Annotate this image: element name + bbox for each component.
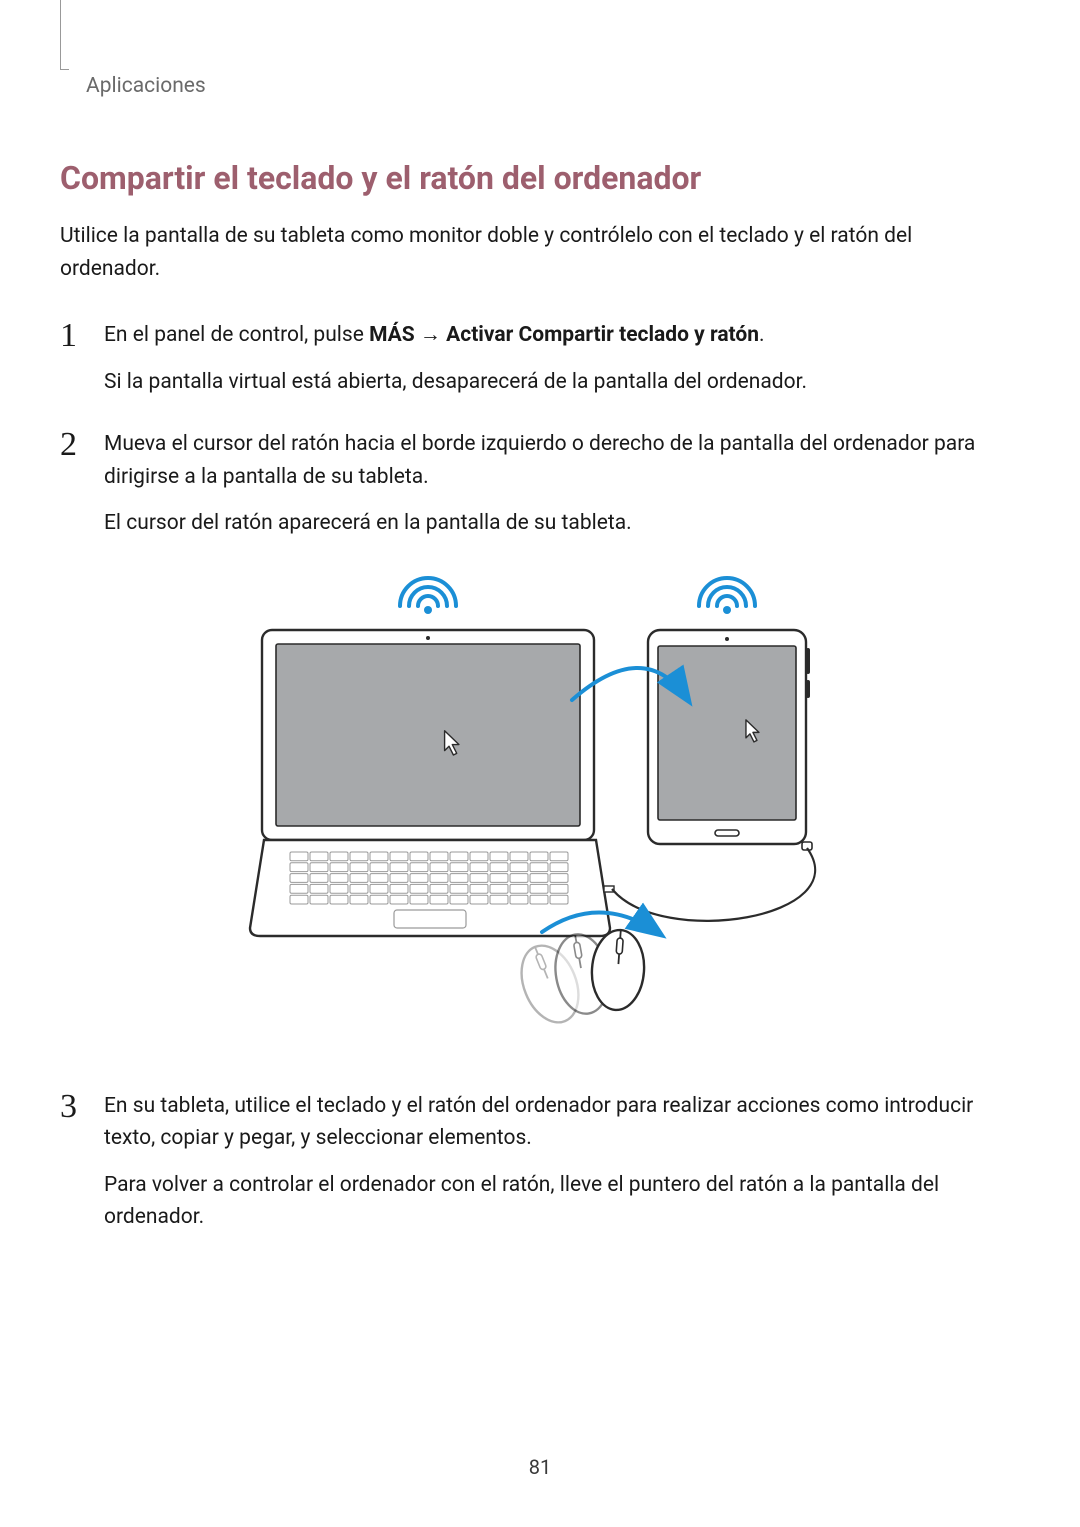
step-number: 2 xyxy=(60,428,104,462)
intro-text: Utilice la pantalla de su tableta como m… xyxy=(60,220,1000,285)
step-2: 2 Mueva el cursor del ratón hacia el bor… xyxy=(60,428,1000,540)
laptop-tablet-illustration-icon xyxy=(230,570,830,1050)
page-number: 81 xyxy=(0,1455,1080,1479)
step-line: En el panel de control, pulse MÁS → Acti… xyxy=(104,319,1000,352)
step-line: Si la pantalla virtual está abierta, des… xyxy=(104,366,1000,399)
step-body: En su tableta, utilice el teclado y el r… xyxy=(104,1090,1000,1234)
step-number: 1 xyxy=(60,319,104,353)
manual-page: Aplicaciones Compartir el teclado y el r… xyxy=(0,0,1080,1527)
step-body: Mueva el cursor del ratón hacia el borde… xyxy=(104,428,1000,540)
step-line: Para volver a controlar el ordenador con… xyxy=(104,1169,1000,1234)
page-title: Compartir el teclado y el ratón del orde… xyxy=(60,158,1000,198)
step-body: En el panel de control, pulse MÁS → Acti… xyxy=(104,319,1000,398)
header-mark-icon xyxy=(60,0,64,70)
step-line: El cursor del ratón aparecerá en la pant… xyxy=(104,507,1000,540)
illustration-wrap xyxy=(60,570,1000,1050)
step-line: Mueva el cursor del ratón hacia el borde… xyxy=(104,428,1000,493)
step-1: 1 En el panel de control, pulse MÁS → Ac… xyxy=(60,319,1000,398)
step-line: En su tableta, utilice el teclado y el r… xyxy=(104,1090,1000,1155)
section-label: Aplicaciones xyxy=(86,74,1000,98)
step-number: 3 xyxy=(60,1090,104,1124)
step-3: 3 En su tableta, utilice el teclado y el… xyxy=(60,1090,1000,1234)
